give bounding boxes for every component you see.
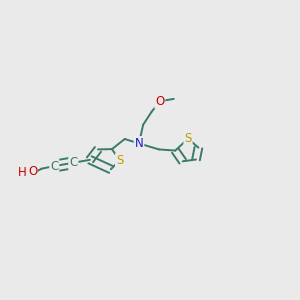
Text: C: C: [50, 160, 58, 172]
Text: H: H: [18, 166, 27, 179]
Text: S: S: [116, 154, 123, 167]
Text: O: O: [155, 95, 164, 108]
Text: N: N: [135, 137, 143, 150]
Text: S: S: [184, 132, 192, 145]
Text: O: O: [28, 165, 37, 178]
Text: C: C: [69, 156, 77, 169]
